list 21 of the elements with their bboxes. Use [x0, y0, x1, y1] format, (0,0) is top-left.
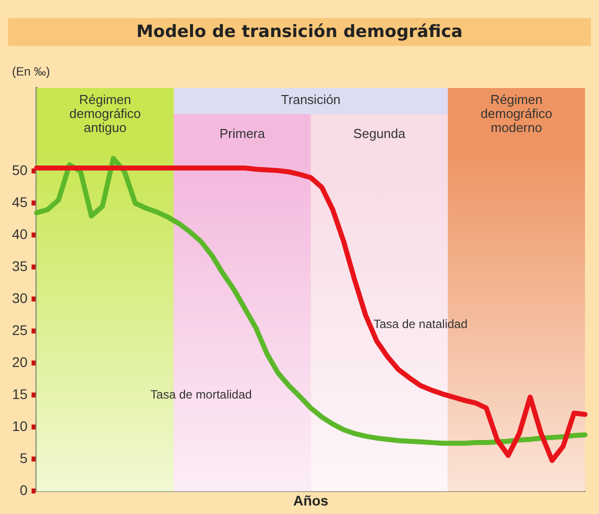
x-axis-title: Años — [293, 492, 328, 508]
annotation: Primera — [219, 126, 266, 142]
y-tick-label: 20 — [12, 354, 28, 370]
y-axis-title: (En ‰) — [12, 64, 50, 78]
annotation: Régimen demográfico antiguo — [69, 92, 141, 136]
y-tick-label: 15 — [12, 386, 28, 402]
y-tick-label: 0 — [20, 482, 28, 498]
annotation: Transición — [281, 92, 341, 108]
y-tick-label: 35 — [12, 258, 28, 274]
y-tick-label: 30 — [12, 290, 28, 306]
y-tick-label: 10 — [12, 418, 28, 434]
text: Tasa de mortalidad — [150, 388, 252, 402]
y-tick-label: 40 — [12, 226, 28, 242]
annotation: Segunda — [353, 126, 406, 142]
y-tick-label: 25 — [12, 322, 28, 338]
y-tick-label: 45 — [12, 194, 28, 210]
y-tick-label: 5 — [20, 450, 28, 466]
annotation: Régimen demográfico moderno — [480, 92, 552, 136]
series-label: Tasa de natalidad — [373, 317, 468, 332]
chart-title: Modelo de transición demográfica — [8, 18, 591, 46]
y-tick-label: 50 — [12, 162, 28, 178]
